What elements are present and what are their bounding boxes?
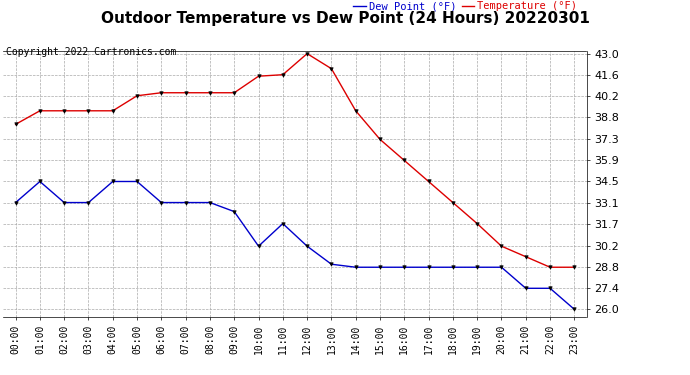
Legend: Dew Point (°F), Temperature (°F): Dew Point (°F), Temperature (°F)	[349, 0, 581, 16]
Text: Copyright 2022 Cartronics.com: Copyright 2022 Cartronics.com	[6, 47, 176, 57]
Text: Outdoor Temperature vs Dew Point (24 Hours) 20220301: Outdoor Temperature vs Dew Point (24 Hou…	[101, 11, 589, 26]
